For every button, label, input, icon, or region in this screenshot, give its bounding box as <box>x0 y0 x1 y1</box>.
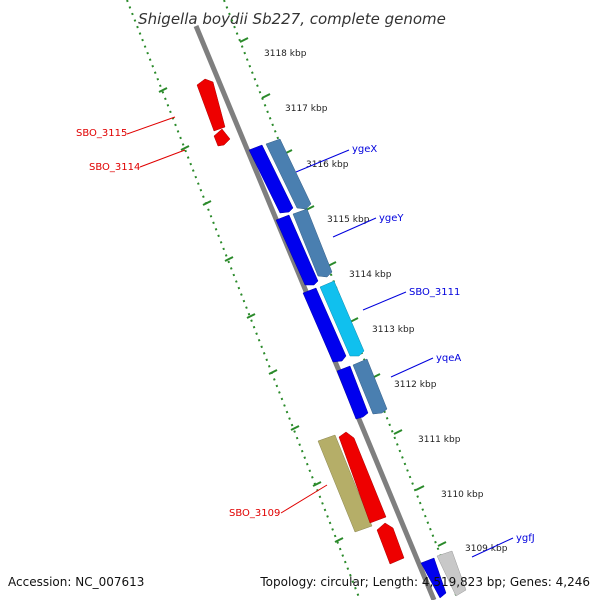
gene-ygey-a[interactable] <box>275 214 319 286</box>
tick-label: 3109 kbp <box>465 544 508 554</box>
ruler-ticks-outer <box>158 87 344 543</box>
gene-label-ygex[interactable]: ygeX <box>352 144 377 155</box>
tick-label: 3118 kbp <box>264 49 307 59</box>
connector-sbo-3109 <box>280 484 328 514</box>
gene-sbo-3111-a[interactable] <box>302 287 347 363</box>
connector-sbo-3111 <box>362 291 407 311</box>
tick-label: 3117 kbp <box>285 104 328 114</box>
connector-ygey <box>332 217 377 238</box>
gene-gray-bottom[interactable] <box>436 550 467 597</box>
ruler-tick <box>334 537 344 543</box>
ruler-tick <box>158 87 168 93</box>
gene-label-ygfj[interactable]: ygfJ <box>516 533 535 544</box>
gene-label-ygey[interactable]: ygeY <box>379 213 404 224</box>
ruler-tick <box>437 541 447 547</box>
tick-label: 3115 kbp <box>327 215 370 225</box>
gene-label-sbo-3109[interactable]: SBO_3109 <box>229 508 280 519</box>
ruler-tick <box>180 145 190 151</box>
gene-sbo-3115[interactable] <box>196 78 226 132</box>
ruler-tick <box>224 256 234 262</box>
tick-label: 3111 kbp <box>418 435 461 445</box>
tick-label: 3113 kbp <box>372 325 415 335</box>
connector-sbo-3114 <box>139 149 186 168</box>
accession-text: Accession: NC_007613 <box>8 575 144 589</box>
connector-yqea <box>390 357 434 378</box>
gene-sbo-3114[interactable] <box>213 128 231 147</box>
connector-sbo-3115 <box>126 116 176 135</box>
genes-inner-strand <box>248 138 467 599</box>
gene-ygey-b[interactable] <box>292 208 333 278</box>
gene-label-sbo-3114[interactable]: SBO_3114 <box>89 162 140 173</box>
gene-red-lower[interactable] <box>338 431 387 524</box>
genes-outer-strand <box>196 78 405 565</box>
gene-label-sbo-3115[interactable]: SBO_3115 <box>76 128 127 139</box>
ruler-tick <box>268 369 278 375</box>
ruler-tick <box>202 200 212 206</box>
tick-labels: 3118 kbp 3117 kbp 3116 kbp 3115 kbp 3114… <box>264 49 508 554</box>
label-connectors <box>126 116 514 558</box>
gene-yqea-b[interactable] <box>352 358 388 415</box>
tick-label: 3114 kbp <box>349 270 392 280</box>
ruler-tick <box>246 313 256 319</box>
ruler-tick <box>415 485 425 491</box>
gene-labels: SBO_3115 SBO_3114 ygeX ygeY SBO_3111 yqe… <box>76 128 535 544</box>
topology-text: Topology: circular; Length: 4,519,823 bp… <box>259 575 590 589</box>
ruler-tick <box>239 37 249 43</box>
ruler-tick <box>261 93 271 99</box>
tick-label: 3112 kbp <box>394 380 437 390</box>
gene-ygfj[interactable] <box>420 557 447 599</box>
tick-label: 3116 kbp <box>306 160 349 170</box>
gene-label-yqea[interactable]: yqeA <box>436 353 461 364</box>
gene-sbo-3111-b[interactable] <box>319 280 365 357</box>
gene-yqea-a[interactable] <box>336 365 369 420</box>
gene-sbo-3109[interactable] <box>317 434 373 533</box>
gene-ygex-b[interactable] <box>265 138 312 210</box>
gene-ygex-a[interactable] <box>248 144 294 214</box>
map-title: Shigella boydii Sb227, complete genome <box>138 10 446 28</box>
gene-red-bottom[interactable] <box>376 522 405 565</box>
ruler-tick <box>393 429 403 435</box>
ruler-tick <box>312 481 322 487</box>
connector-ygex <box>295 149 350 173</box>
ruler-tick <box>290 425 300 431</box>
connector-ygfj <box>471 537 514 558</box>
tick-label: 3110 kbp <box>441 490 484 500</box>
gene-label-sbo-3111[interactable]: SBO_3111 <box>409 287 460 298</box>
